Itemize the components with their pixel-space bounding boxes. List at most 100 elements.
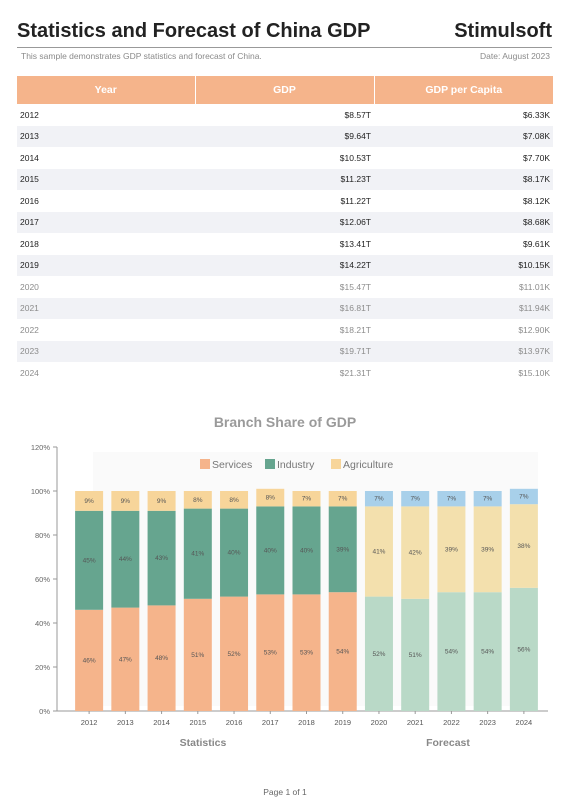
bar-segment-services xyxy=(111,607,140,711)
x-tick-label: 2015 xyxy=(189,718,206,727)
data-label-agriculture: 8% xyxy=(229,497,239,504)
gdp-cell: $8.57T xyxy=(344,109,371,120)
bar-segment-agriculture xyxy=(509,488,538,505)
data-label-agriculture: 9% xyxy=(157,498,167,505)
report-title: Statistics and Forecast of China GDP xyxy=(17,20,371,42)
bar-segment-agriculture xyxy=(437,491,466,507)
data-label-agriculture: 7% xyxy=(519,494,529,501)
data-label-industry: 45% xyxy=(83,557,96,564)
gdp-cell: $10.53T xyxy=(339,152,371,163)
gdp-per-capita-cell: $10.15K xyxy=(374,254,553,276)
year-cell: 2014 xyxy=(20,152,39,163)
data-label-agriculture: 7% xyxy=(410,496,420,503)
bar-segment-services xyxy=(292,594,321,711)
gdp-cell: $14.22T xyxy=(195,254,374,276)
x-tick-label: 2024 xyxy=(516,718,533,727)
brand-name: Stimulsoft xyxy=(454,20,552,42)
data-label-agriculture: 7% xyxy=(338,496,348,503)
bar-segment-agriculture xyxy=(473,491,502,507)
bar-segment-agriculture xyxy=(183,491,212,509)
gdp-per-capita-cell: $9.61K xyxy=(523,238,550,249)
bar-segment-agriculture xyxy=(220,491,249,509)
column-header-gdp-per-capita: GDP per Capita xyxy=(374,76,553,104)
bar-segment-industry xyxy=(473,506,502,593)
report-subtitle: This sample demonstrates GDP statistics … xyxy=(21,51,262,61)
x-tick-label: 2014 xyxy=(153,718,170,727)
data-label-services: 46% xyxy=(83,657,96,664)
gdp-cell: $19.71T xyxy=(195,340,374,362)
x-tick-label: 2021 xyxy=(407,718,424,727)
data-label-industry: 39% xyxy=(445,546,458,553)
group-label-forecast: Forecast xyxy=(426,737,470,749)
table-row: 2018 $13.41T $9.61K xyxy=(17,233,553,255)
bar-segment-industry xyxy=(401,506,430,599)
bar-segment-agriculture xyxy=(401,491,430,507)
x-tick-label: 2016 xyxy=(226,718,243,727)
chart-title: Branch Share of GDP xyxy=(213,414,357,430)
gdp-per-capita-cell: $8.17K xyxy=(374,168,553,190)
x-tick-label: 2013 xyxy=(117,718,134,727)
gdp-per-capita-cell: $8.12K xyxy=(523,195,550,206)
bar-segment-services xyxy=(473,592,502,711)
bar-segment-agriculture xyxy=(147,491,176,511)
data-label-services: 53% xyxy=(264,650,277,657)
gdp-per-capita-cell: $13.97K xyxy=(374,340,553,362)
bar-segment-agriculture xyxy=(364,491,393,507)
data-label-agriculture: 9% xyxy=(84,498,94,505)
bar-segment-industry xyxy=(220,508,249,597)
gdp-cell: $11.23T xyxy=(195,168,374,190)
column-header-year: Year xyxy=(17,76,196,104)
gdp-cell: $16.81T xyxy=(195,297,374,319)
bar-segment-services xyxy=(75,609,104,711)
bar-segment-services xyxy=(183,598,212,711)
bar-segment-agriculture xyxy=(256,488,285,507)
bar-segment-services xyxy=(509,587,538,711)
data-label-industry: 39% xyxy=(336,546,349,553)
table-body: 2012 $8.57T $6.33K 2013 $9.64T $7.08K 2014 $10.… xyxy=(17,104,553,384)
bar-segment-agriculture xyxy=(111,491,140,511)
table-header-row: Year GDP GDP per Capita xyxy=(17,76,553,104)
gdp-cell: $13.41T xyxy=(339,238,371,249)
table-row: 2017 $12.06T $8.68K xyxy=(17,211,553,233)
table-row: 2020 $15.47T $11.01K xyxy=(17,276,553,298)
gdp-cell: $11.22T xyxy=(340,195,371,206)
bar-segment-industry xyxy=(75,510,104,610)
y-tick-label: 100% xyxy=(31,487,51,496)
group-label-statistics: Statistics xyxy=(180,737,227,749)
data-label-services: 47% xyxy=(119,656,132,663)
year-cell: 2022 xyxy=(20,324,39,335)
y-tick-label: 0% xyxy=(39,707,50,716)
legend-swatch-industry xyxy=(265,459,275,469)
data-label-industry: 39% xyxy=(481,546,494,553)
bar-segment-services xyxy=(437,592,466,711)
data-label-industry: 41% xyxy=(191,551,204,558)
y-tick-label: 80% xyxy=(35,531,50,540)
gdp-per-capita-cell: $6.33K xyxy=(523,109,550,120)
data-label-agriculture: 8% xyxy=(193,497,203,504)
table-row: 2016 $11.22T $8.12K xyxy=(17,190,553,212)
bar-segment-services xyxy=(328,592,357,711)
year-cell: 2020 xyxy=(20,281,39,292)
y-tick-label: 20% xyxy=(35,663,50,672)
bar-segment-industry xyxy=(328,506,357,593)
legend-label-agriculture: Agriculture xyxy=(343,459,393,471)
year-cell: 2013 xyxy=(17,125,195,147)
column-header-gdp: GDP xyxy=(195,76,375,104)
gdp-cell: $15.47T xyxy=(339,281,371,292)
report-date: Date: August 2023 xyxy=(480,51,550,61)
gdp-per-capita-cell: $7.70K xyxy=(523,152,550,163)
bar-segment-industry xyxy=(437,506,466,593)
data-label-industry: 44% xyxy=(119,556,132,563)
data-label-services: 51% xyxy=(191,652,204,659)
gdp-per-capita-cell: $8.68K xyxy=(374,211,553,233)
data-label-services: 48% xyxy=(155,655,168,662)
bar-segment-industry xyxy=(111,510,140,608)
table-row: 2021 $16.81T $11.94K xyxy=(17,297,553,319)
data-label-industry: 40% xyxy=(264,547,277,554)
data-label-services: 54% xyxy=(336,649,349,656)
x-tick-label: 2023 xyxy=(479,718,496,727)
data-label-services: 54% xyxy=(445,649,458,656)
legend-swatch-agriculture xyxy=(331,459,341,469)
year-cell: 2015 xyxy=(17,168,195,190)
y-tick-label: 60% xyxy=(35,575,50,584)
